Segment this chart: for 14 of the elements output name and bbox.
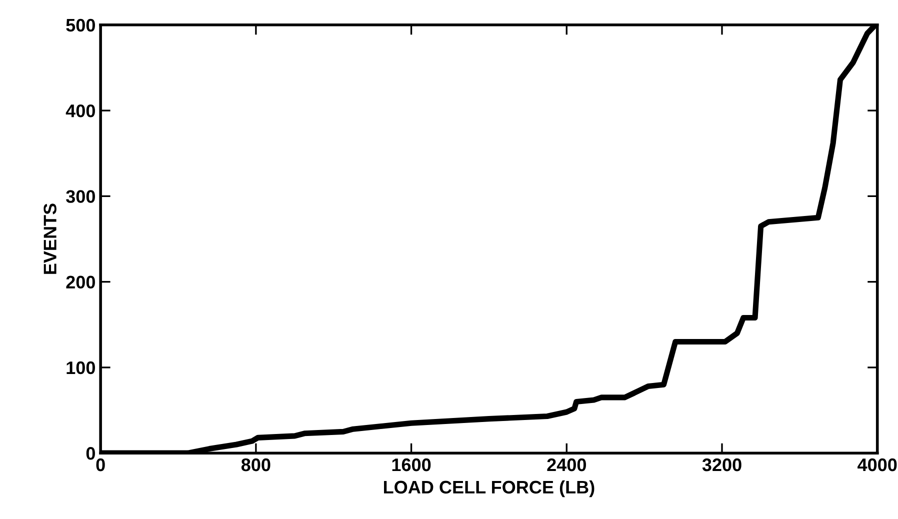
x-axis-title: LOAD CELL FORCE (LB) [384, 480, 594, 498]
y-tick-label: 100 [66, 361, 95, 374]
x-tick-label: 1600 [392, 458, 431, 472]
y-tick-label: 300 [66, 190, 95, 203]
y-tick-label: 500 [66, 18, 95, 32]
x-tick-label: 4000 [858, 458, 897, 472]
y-axis-title: EVENTS [44, 204, 56, 274]
y-tick-label: 200 [66, 276, 95, 289]
x-tick-label: 800 [241, 458, 270, 472]
x-tick-label: 2400 [547, 458, 586, 472]
y-tick-label: 400 [66, 104, 95, 118]
x-tick-label: 0 [96, 458, 105, 472]
x-tick-label: 3200 [702, 458, 742, 472]
y-tick-label: 0 [86, 447, 95, 460]
